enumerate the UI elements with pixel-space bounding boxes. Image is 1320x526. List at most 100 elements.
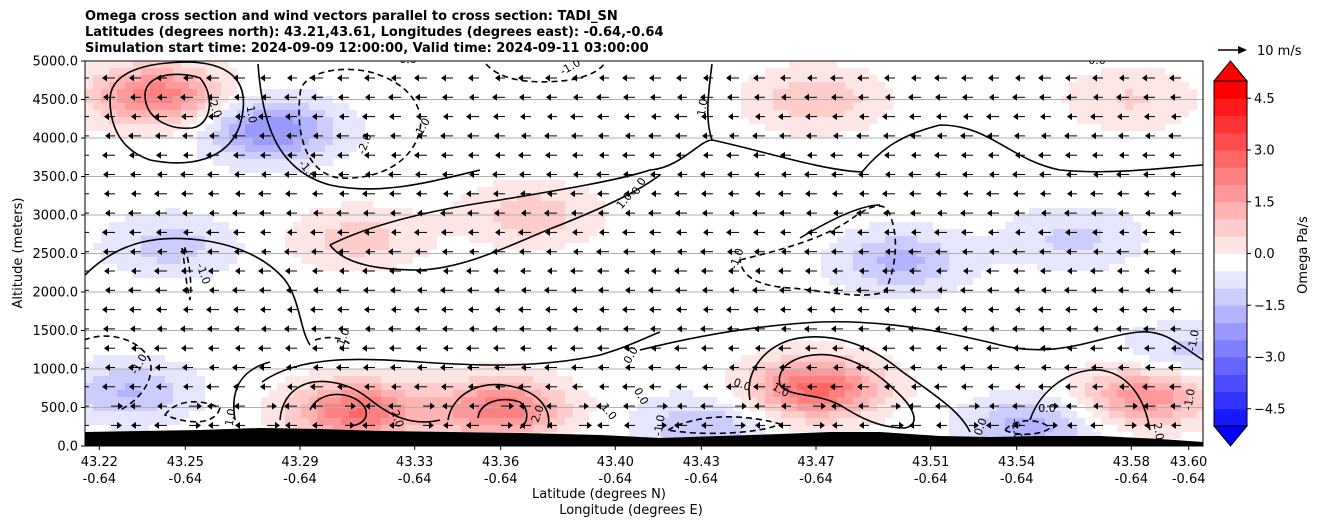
omega-cell xyxy=(565,390,574,398)
omega-cell xyxy=(573,320,582,328)
omega-cell xyxy=(637,257,646,265)
omega-cell xyxy=(237,159,246,167)
omega-cell xyxy=(301,411,310,419)
omega-cell xyxy=(637,180,646,188)
omega-cell xyxy=(573,138,582,146)
omega-cell xyxy=(389,313,398,321)
omega-cell xyxy=(277,82,286,90)
omega-cell xyxy=(773,362,782,370)
omega-cell xyxy=(565,306,574,314)
omega-cell xyxy=(773,82,782,90)
omega-cell xyxy=(605,131,614,139)
omega-cell xyxy=(805,187,814,195)
omega-cell xyxy=(397,222,406,230)
omega-cell xyxy=(421,159,430,167)
omega-cell xyxy=(733,243,742,251)
omega-cell xyxy=(637,334,646,342)
omega-cell xyxy=(341,341,350,349)
omega-cell xyxy=(309,271,318,279)
omega-cell xyxy=(677,292,686,300)
omega-cell xyxy=(645,334,654,342)
omega-cell xyxy=(405,355,414,363)
omega-cell xyxy=(397,278,406,286)
omega-cell xyxy=(469,145,478,153)
omega-cell xyxy=(469,257,478,265)
omega-cell xyxy=(445,117,454,125)
omega-cell xyxy=(733,222,742,230)
omega-cell xyxy=(261,180,270,188)
omega-cell xyxy=(597,103,606,111)
omega-cell xyxy=(437,236,446,244)
omega-cell xyxy=(293,411,302,419)
omega-cell xyxy=(581,425,590,433)
omega-cell xyxy=(373,306,382,314)
omega-cell xyxy=(557,369,566,377)
omega-cell xyxy=(85,187,94,195)
omega-cell xyxy=(741,82,750,90)
omega-cell xyxy=(773,124,782,132)
omega-cell xyxy=(141,166,150,174)
omega-cell xyxy=(549,215,558,223)
omega-cell xyxy=(525,411,534,419)
omega-cell xyxy=(565,257,574,265)
omega-cell xyxy=(693,306,702,314)
omega-cell xyxy=(549,138,558,146)
omega-cell xyxy=(213,278,222,286)
omega-cell xyxy=(493,271,502,279)
omega-cell xyxy=(197,201,206,209)
omega-cell xyxy=(269,411,278,419)
omega-cell xyxy=(357,222,366,230)
omega-cell xyxy=(781,180,790,188)
omega-cell xyxy=(397,306,406,314)
omega-cell xyxy=(765,411,774,419)
omega-cell xyxy=(421,61,430,69)
omega-cell xyxy=(285,257,294,265)
omega-cell xyxy=(445,194,454,202)
omega-cell xyxy=(245,418,254,426)
omega-cell xyxy=(749,376,758,384)
omega-cell xyxy=(381,278,390,286)
omega-cell xyxy=(549,362,558,370)
omega-cell xyxy=(325,180,334,188)
omega-cell xyxy=(461,208,470,216)
omega-cell xyxy=(213,131,222,139)
omega-cell xyxy=(293,369,302,377)
omega-cell xyxy=(85,264,94,272)
omega-cell xyxy=(789,362,798,370)
omega-cell xyxy=(685,285,694,293)
omega-cell xyxy=(453,75,462,83)
omega-cell xyxy=(589,138,598,146)
omega-cell xyxy=(645,75,654,83)
omega-cell xyxy=(581,348,590,356)
omega-cell xyxy=(541,215,550,223)
omega-cell xyxy=(541,362,550,370)
omega-cell xyxy=(541,110,550,118)
omega-cell xyxy=(301,341,310,349)
omega-cell xyxy=(677,243,686,251)
omega-cell xyxy=(301,159,310,167)
omega-cell xyxy=(589,110,598,118)
omega-cell xyxy=(733,180,742,188)
omega-cell xyxy=(805,222,814,230)
omega-cell xyxy=(285,180,294,188)
omega-cell xyxy=(469,285,478,293)
omega-cell xyxy=(597,369,606,377)
omega-cell xyxy=(253,194,262,202)
omega-cell xyxy=(541,355,550,363)
omega-cell xyxy=(677,222,686,230)
omega-cell xyxy=(453,117,462,125)
omega-cell xyxy=(773,411,782,419)
omega-cell xyxy=(469,194,478,202)
omega-cell xyxy=(653,299,662,307)
omega-cell xyxy=(525,222,534,230)
omega-cell xyxy=(741,236,750,244)
omega-cell xyxy=(429,362,438,370)
omega-cell xyxy=(381,215,390,223)
omega-cell xyxy=(605,397,614,405)
omega-cell xyxy=(661,348,670,356)
omega-cell xyxy=(285,341,294,349)
omega-cell xyxy=(461,348,470,356)
omega-cell xyxy=(213,138,222,146)
omega-cell xyxy=(421,110,430,118)
omega-cell xyxy=(325,285,334,293)
